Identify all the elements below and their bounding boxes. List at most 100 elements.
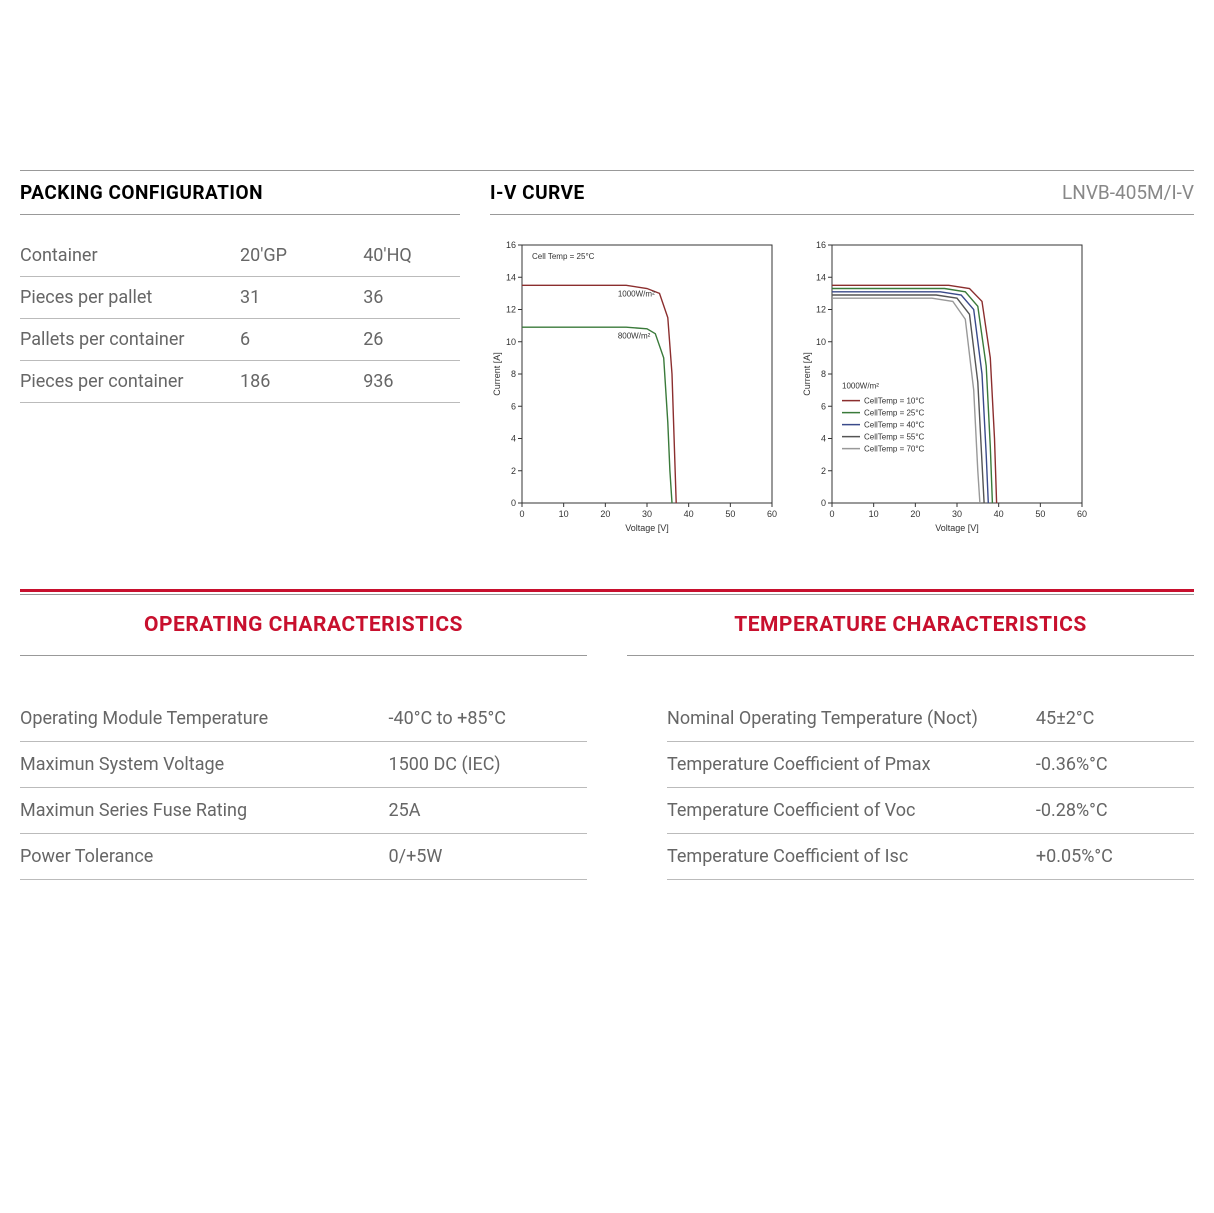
cell: -40°C to +85°C [389, 696, 587, 742]
svg-text:0: 0 [821, 498, 826, 508]
svg-text:10: 10 [869, 509, 879, 519]
cell: Temperature Coefficient of Isc [667, 834, 1036, 880]
table-row: Pallets per container 6 26 [20, 319, 460, 361]
cell: Pieces per pallet [20, 277, 240, 319]
svg-text:40: 40 [994, 509, 1004, 519]
charts-row: 01020304050600246810121416Voltage [V]Cur… [490, 235, 1194, 539]
svg-text:Voltage [V]: Voltage [V] [935, 523, 979, 533]
svg-text:Current [A]: Current [A] [802, 352, 812, 396]
temperature-table: Nominal Operating Temperature (Noct) 45±… [667, 696, 1194, 880]
svg-text:30: 30 [642, 509, 652, 519]
cell: 936 [363, 361, 460, 403]
svg-text:60: 60 [767, 509, 777, 519]
temperature-title: TEMPERATURE CHARACTERISTICS [627, 595, 1194, 656]
svg-text:60: 60 [1077, 509, 1087, 519]
cell: 45±2°C [1036, 696, 1194, 742]
packing-block: PACKING CONFIGURATION Container 20'GP 40… [20, 171, 460, 539]
svg-text:30: 30 [952, 509, 962, 519]
cell: 0/+5W [389, 834, 587, 880]
svg-text:800W/m²: 800W/m² [618, 332, 651, 341]
cell: 186 [240, 361, 363, 403]
cell: Pallets per container [20, 319, 240, 361]
iv-chart-temperature: 0 10 20 30 40 50 60 0 2 4 6 8 10 12 14 16 Voltage [V] Cur… [800, 235, 1090, 539]
iv-header: I-V CURVE LNVB-405M/I-V [490, 171, 1194, 215]
table-row: Pieces per container 186 936 [20, 361, 460, 403]
table-row: Maximun System Voltage 1500 DC (IEC) [20, 742, 587, 788]
model-label: LNVB-405M/I-V [1062, 181, 1194, 204]
table-row: Nominal Operating Temperature (Noct) 45±… [667, 696, 1194, 742]
cell: Operating Module Temperature [20, 696, 389, 742]
operating-title: OPERATING CHARACTERISTICS [20, 595, 587, 656]
svg-text:0: 0 [829, 509, 834, 519]
svg-text:8: 8 [821, 369, 826, 379]
svg-text:1000W/m²: 1000W/m² [842, 382, 879, 391]
svg-text:40: 40 [684, 509, 694, 519]
svg-text:10: 10 [816, 337, 826, 347]
cell: 36 [363, 277, 460, 319]
cell: 40'HQ [363, 235, 460, 277]
table-row: Temperature Coefficient of Isc +0.05%°C [667, 834, 1194, 880]
svg-text:Cell Temp = 25°C: Cell Temp = 25°C [532, 252, 595, 261]
cell: 25A [389, 788, 587, 834]
cell: 1500 DC (IEC) [389, 742, 587, 788]
temperature-block: TEMPERATURE CHARACTERISTICS Nominal Oper… [627, 595, 1194, 880]
svg-text:10: 10 [559, 509, 569, 519]
cell: -0.28%°C [1036, 788, 1194, 834]
svg-text:Voltage [V]: Voltage [V] [625, 523, 669, 533]
svg-text:8: 8 [511, 369, 516, 379]
svg-text:CellTemp = 55°C: CellTemp = 55°C [864, 433, 925, 442]
svg-text:6: 6 [821, 401, 826, 411]
table-row: Operating Module Temperature -40°C to +8… [20, 696, 587, 742]
svg-text:16: 16 [816, 240, 826, 250]
cell: 20'GP [240, 235, 363, 277]
cell: +0.05%°C [1036, 834, 1194, 880]
cell: Maximun System Voltage [20, 742, 389, 788]
cell: 26 [363, 319, 460, 361]
svg-text:0: 0 [519, 509, 524, 519]
cell: Temperature Coefficient of Voc [667, 788, 1036, 834]
svg-text:CellTemp = 40°C: CellTemp = 40°C [864, 421, 925, 430]
red-divider [20, 589, 1194, 592]
svg-text:2: 2 [511, 466, 516, 476]
table-row: Maximun Series Fuse Rating 25A [20, 788, 587, 834]
cell: -0.36%°C [1036, 742, 1194, 788]
svg-text:CellTemp = 10°C: CellTemp = 10°C [864, 397, 925, 406]
iv-title: I-V CURVE [490, 181, 585, 204]
packing-header: PACKING CONFIGURATION [20, 171, 460, 215]
svg-text:10: 10 [506, 337, 516, 347]
svg-text:50: 50 [1035, 509, 1045, 519]
svg-text:1000W/m²: 1000W/m² [618, 290, 655, 299]
table-row: Container 20'GP 40'HQ [20, 235, 460, 277]
svg-text:14: 14 [816, 272, 826, 282]
table-row: Temperature Coefficient of Pmax -0.36%°C [667, 742, 1194, 788]
svg-text:6: 6 [511, 401, 516, 411]
operating-table: Operating Module Temperature -40°C to +8… [20, 696, 587, 880]
cell: Power Tolerance [20, 834, 389, 880]
svg-text:16: 16 [506, 240, 516, 250]
cell: 31 [240, 277, 363, 319]
cell: 6 [240, 319, 363, 361]
table-row: Pieces per pallet 31 36 [20, 277, 460, 319]
table-row: Power Tolerance 0/+5W [20, 834, 587, 880]
svg-text:12: 12 [506, 305, 516, 315]
cell: Container [20, 235, 240, 277]
cell: Maximun Series Fuse Rating [20, 788, 389, 834]
svg-text:14: 14 [506, 272, 516, 282]
table-row: Temperature Coefficient of Voc -0.28%°C [667, 788, 1194, 834]
svg-text:CellTemp = 70°C: CellTemp = 70°C [864, 445, 925, 454]
cell: Temperature Coefficient of Pmax [667, 742, 1036, 788]
svg-text:4: 4 [511, 434, 516, 444]
iv-section: I-V CURVE LNVB-405M/I-V 0102030405060024… [490, 171, 1194, 539]
svg-text:CellTemp = 25°C: CellTemp = 25°C [864, 409, 925, 418]
svg-text:20: 20 [910, 509, 920, 519]
svg-text:12: 12 [816, 305, 826, 315]
svg-text:4: 4 [821, 434, 826, 444]
svg-text:0: 0 [511, 498, 516, 508]
svg-text:Current [A]: Current [A] [492, 352, 502, 396]
svg-text:2: 2 [821, 466, 826, 476]
svg-text:20: 20 [600, 509, 610, 519]
operating-block: OPERATING CHARACTERISTICS Operating Modu… [20, 595, 587, 880]
svg-text:50: 50 [725, 509, 735, 519]
bottom-section: OPERATING CHARACTERISTICS Operating Modu… [20, 594, 1194, 880]
packing-title: PACKING CONFIGURATION [20, 181, 263, 204]
